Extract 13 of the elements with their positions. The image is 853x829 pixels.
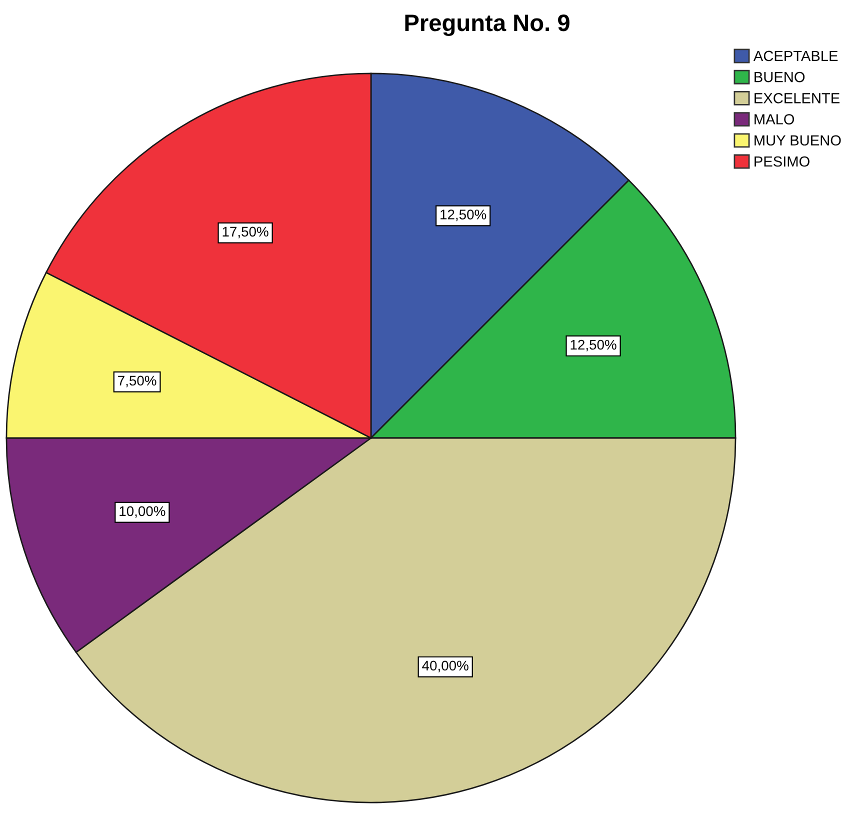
data-label: 7,50% xyxy=(118,376,156,388)
data-label: 12,50% xyxy=(440,210,486,222)
legend-label: ACEPTABLE xyxy=(753,50,838,62)
chart-title: Pregunta No. 9 xyxy=(405,14,570,36)
data-label: 40,00% xyxy=(422,660,468,672)
legend-label: MALO xyxy=(754,114,794,124)
legend-label: BUENO xyxy=(754,72,805,82)
data-label: 12,50% xyxy=(570,340,616,352)
legend-label: EXCELENTE xyxy=(754,93,840,104)
legend-label: PESIMO xyxy=(754,156,810,167)
data-label: 10,00% xyxy=(120,506,166,518)
data-label: 17,50% xyxy=(222,226,268,238)
legend-label: MUY BUENO xyxy=(754,135,841,146)
